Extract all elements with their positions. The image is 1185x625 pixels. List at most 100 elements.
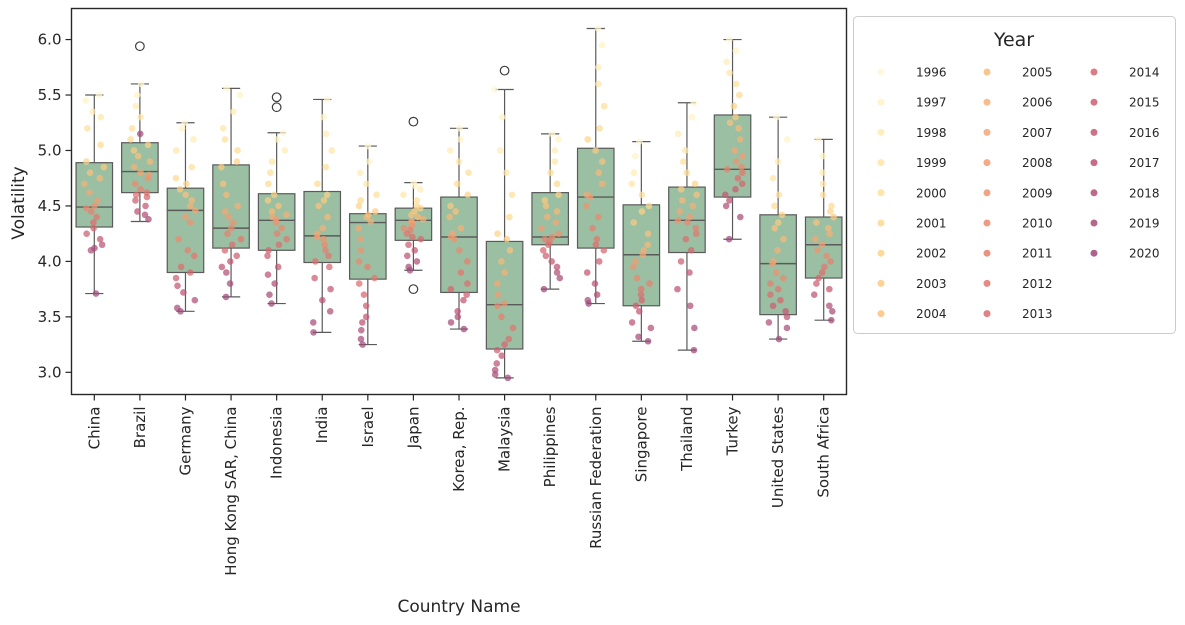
data-point bbox=[645, 202, 653, 210]
data-point bbox=[219, 124, 227, 132]
legend-marker bbox=[1090, 159, 1098, 167]
y-tick-label: 3.5 bbox=[38, 308, 62, 326]
data-point bbox=[774, 285, 782, 293]
legend-marker bbox=[1090, 68, 1098, 76]
legend-marker bbox=[983, 98, 991, 106]
data-point bbox=[93, 213, 100, 221]
data-point bbox=[598, 158, 606, 165]
legend-marker bbox=[877, 310, 885, 318]
data-point bbox=[818, 241, 826, 249]
data-point bbox=[314, 180, 321, 188]
data-point bbox=[447, 285, 455, 293]
x-tick-label: Singapore bbox=[632, 407, 650, 483]
data-point bbox=[326, 263, 333, 271]
data-point bbox=[552, 219, 560, 226]
data-point bbox=[454, 180, 461, 188]
legend-marker bbox=[983, 279, 991, 287]
data-point bbox=[358, 326, 365, 334]
data-point bbox=[635, 333, 642, 341]
x-tick-label: Israel bbox=[359, 407, 377, 448]
legend-label: 2006 bbox=[1022, 96, 1053, 110]
data-point bbox=[322, 163, 330, 171]
data-point bbox=[320, 113, 327, 121]
data-point bbox=[541, 197, 549, 204]
data-point bbox=[137, 185, 144, 193]
data-point bbox=[630, 169, 638, 176]
legend-label: 2020 bbox=[1129, 247, 1160, 261]
data-point bbox=[773, 113, 780, 121]
data-point bbox=[782, 308, 789, 315]
outlier-point bbox=[271, 92, 282, 103]
data-point bbox=[691, 324, 698, 332]
data-point bbox=[585, 300, 592, 307]
data-point bbox=[638, 191, 646, 199]
legend-label: 1999 bbox=[916, 156, 947, 170]
data-point bbox=[229, 219, 237, 226]
legend-marker bbox=[877, 219, 885, 227]
data-point bbox=[190, 252, 198, 260]
data-point bbox=[463, 291, 470, 298]
data-point bbox=[583, 269, 591, 276]
data-point bbox=[233, 252, 241, 260]
data-point bbox=[828, 308, 836, 315]
data-point bbox=[186, 219, 194, 226]
data-point bbox=[731, 147, 738, 154]
legend-marker bbox=[877, 249, 885, 257]
data-point bbox=[591, 280, 599, 287]
data-point bbox=[646, 280, 653, 287]
data-point bbox=[726, 197, 733, 204]
data-point bbox=[493, 346, 501, 354]
data-point bbox=[94, 197, 101, 204]
data-point bbox=[221, 247, 229, 254]
data-point bbox=[447, 319, 455, 326]
y-tick-label: 4.5 bbox=[38, 197, 62, 215]
data-point bbox=[682, 235, 690, 243]
legend: Year 1996 1997 1998 1999 2000 2001 2002 2003 200… bbox=[853, 16, 1176, 334]
legend-label: 2012 bbox=[1022, 277, 1053, 291]
data-point bbox=[463, 258, 471, 265]
data-point bbox=[273, 230, 281, 237]
legend-marker bbox=[983, 128, 991, 136]
data-point bbox=[362, 302, 370, 310]
data-point bbox=[823, 252, 830, 260]
data-point bbox=[491, 86, 499, 93]
data-point bbox=[356, 169, 364, 176]
box-iqr bbox=[166, 187, 205, 274]
data-point bbox=[404, 252, 411, 260]
data-point bbox=[631, 152, 639, 160]
data-point bbox=[98, 241, 106, 249]
data-point bbox=[686, 269, 693, 276]
data-point bbox=[236, 91, 244, 99]
data-point bbox=[324, 96, 331, 103]
data-point bbox=[494, 302, 501, 310]
data-point bbox=[311, 274, 318, 282]
data-point bbox=[783, 136, 791, 143]
data-point bbox=[739, 169, 746, 176]
data-point bbox=[783, 324, 791, 332]
data-point bbox=[544, 241, 552, 249]
data-point bbox=[186, 202, 194, 210]
data-point bbox=[690, 346, 698, 354]
data-point bbox=[551, 158, 559, 165]
legend-marker bbox=[983, 219, 991, 227]
data-point bbox=[736, 213, 744, 221]
box-iqr bbox=[121, 142, 159, 194]
data-point bbox=[454, 313, 462, 321]
data-point bbox=[692, 230, 700, 237]
data-point bbox=[403, 230, 411, 237]
data-point bbox=[371, 274, 378, 282]
legend-marker bbox=[1090, 128, 1098, 136]
data-point bbox=[456, 124, 463, 132]
x-tick-label: Indonesia bbox=[268, 407, 286, 480]
data-point bbox=[644, 337, 652, 345]
data-point bbox=[498, 113, 506, 121]
data-point bbox=[811, 235, 819, 243]
box-group-15 bbox=[759, 116, 797, 340]
data-point bbox=[772, 269, 780, 276]
legend-marker bbox=[983, 249, 991, 257]
data-point bbox=[192, 207, 199, 214]
data-point bbox=[592, 241, 600, 249]
data-point bbox=[464, 280, 471, 287]
data-point bbox=[176, 185, 184, 193]
data-point bbox=[595, 169, 603, 176]
